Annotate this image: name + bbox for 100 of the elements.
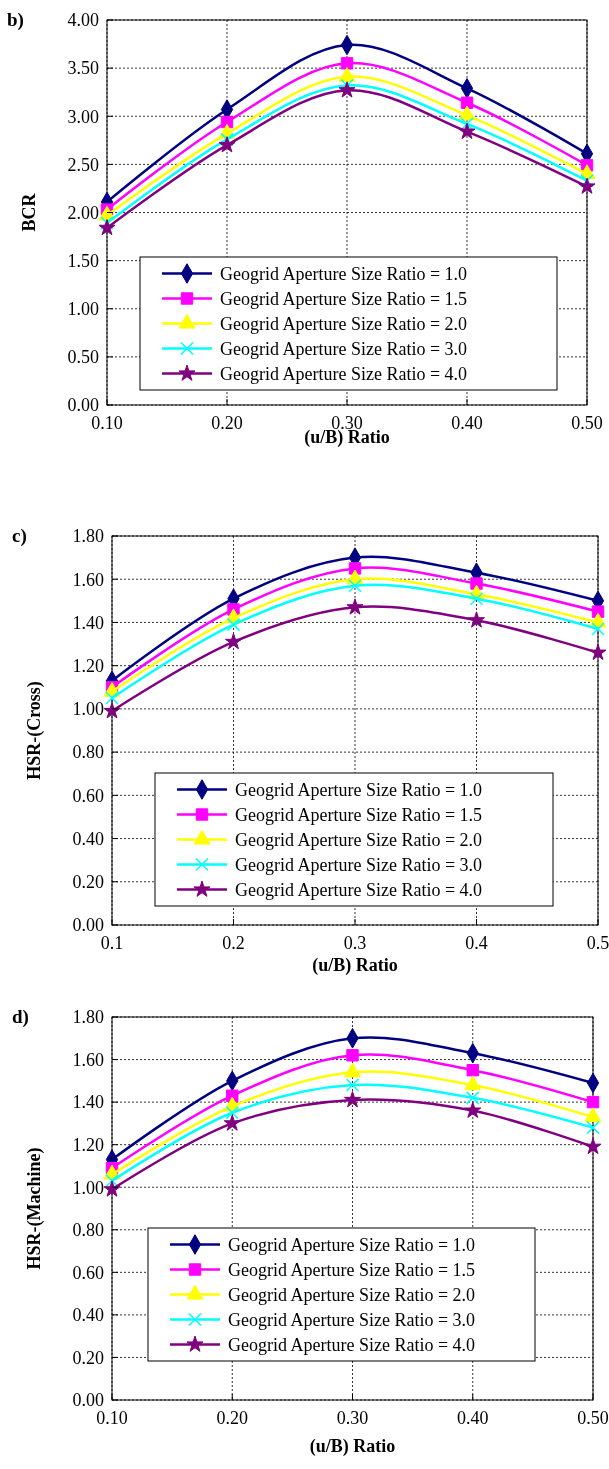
legend-label: Geogrid Aperture Size Ratio = 1.0 [235,779,483,800]
y-tick-label: 1.20 [72,655,104,676]
point [345,1078,360,1092]
legend-label: Geogrid Aperture Size Ratio = 4.0 [220,363,468,384]
point [464,1101,482,1118]
point [218,136,236,153]
legend-label: Geogrid Aperture Size Ratio = 1.5 [228,1259,476,1280]
point [344,1062,361,1078]
y-tick-label: 0.00 [72,915,104,936]
point [348,578,362,593]
legend-label: Geogrid Aperture Size Ratio = 1.0 [220,263,468,284]
y-tick-label: 2.50 [67,154,99,175]
x-axis-title: (u/B) Ratio [312,955,398,976]
chart-title: d) [12,1005,29,1028]
point [224,632,243,650]
y-tick-label: 3.00 [67,106,99,127]
x-tick-label: 0.4 [465,933,488,953]
point [226,617,241,632]
x-tick-label: 0.10 [96,1408,128,1428]
point [464,1075,482,1091]
y-tick-label: 0.20 [72,1347,104,1368]
point [346,1049,359,1062]
point [578,177,596,194]
y-tick-label: 1.00 [67,299,99,320]
y-tick-label: 1.60 [72,569,104,590]
point [103,702,121,719]
legend-label: Geogrid Aperture Size Ratio = 4.0 [235,879,483,900]
chart-title: c) [12,524,27,547]
point [225,1106,239,1120]
point [346,598,364,615]
y-tick-label: 1.80 [72,1007,104,1028]
x-tick-label: 0.50 [577,1408,609,1428]
y-tick-label: 0.80 [72,1220,104,1241]
x-tick-label: 0.1 [100,933,124,953]
point [338,81,356,98]
y-tick-label: 0.00 [72,1390,104,1411]
legend-label: Geogrid Aperture Size Ratio = 2.0 [220,313,468,334]
y-tick-label: 0.80 [72,742,104,763]
point [466,1063,479,1077]
x-tick-label: 0.50 [571,413,603,433]
y-tick-label: 0.40 [72,1305,104,1326]
y-tick-label: 0.60 [72,785,104,806]
point [589,643,607,661]
point [584,1137,602,1155]
x-tick-label: 0.30 [336,1408,369,1428]
point [460,96,474,109]
x-axis-title: (u/B) Ratio [309,1436,396,1457]
y-tick-label: 0.60 [72,1262,104,1283]
legend-label: Geogrid Aperture Size Ratio = 1.0 [228,1234,476,1255]
point [591,622,605,636]
legend-label: Geogrid Aperture Size Ratio = 3.0 [235,854,483,875]
y-tick-label: 3.50 [67,58,99,79]
point [469,591,484,606]
y-tick-label: 0.00 [67,395,99,416]
point [460,117,474,131]
y-tick-label: 1.50 [67,250,99,271]
legend-label: Geogrid Aperture Size Ratio = 4.0 [228,1334,476,1355]
point [105,691,119,705]
x-tick-label: 0.10 [91,413,123,433]
x-tick-label: 0.40 [457,1408,489,1428]
legend-label: Geogrid Aperture Size Ratio = 3.0 [228,1309,476,1330]
point [586,1095,600,1109]
y-tick-label: 0.40 [72,828,104,849]
y-tick-label: 4.00 [67,10,99,31]
y-tick-label: 2.00 [67,202,99,223]
x-tick-label: 0.3 [343,933,367,953]
y-tick-label: 1.00 [72,1177,104,1198]
y-tick-label: 1.80 [72,526,104,547]
y-tick-label: 0.20 [72,872,104,893]
point [466,1091,480,1105]
legend-label: Geogrid Aperture Size Ratio = 1.5 [235,804,483,825]
y-tick-label: 1.40 [72,1092,104,1113]
y-tick-label: 1.00 [72,699,104,720]
legend-label: Geogrid Aperture Size Ratio = 3.0 [220,338,468,359]
x-tick-label: 0.40 [451,413,483,433]
point [340,57,354,70]
y-axis-title: HSR-(Machine) [24,1147,45,1270]
point [586,1120,600,1135]
chart-title: b) [7,8,24,31]
legend-label: Geogrid Aperture Size Ratio = 2.0 [228,1284,476,1305]
x-tick-label: 0.5 [586,933,609,953]
point [467,611,486,628]
y-axis-title: HSR-(Cross) [24,681,45,780]
y-tick-label: 0.50 [67,347,99,368]
y-tick-label: 1.20 [72,1134,104,1155]
y-axis-title: BCR [19,192,39,232]
point [105,1174,119,1188]
y-tick-label: 1.40 [72,612,104,633]
legend-label: Geogrid Aperture Size Ratio = 1.5 [220,288,468,309]
point [103,1180,121,1197]
x-tick-label: 0.20 [216,1408,248,1428]
legend-label: Geogrid Aperture Size Ratio = 2.0 [235,829,483,850]
point [98,218,116,236]
x-tick-label: 0.2 [222,933,245,953]
x-tick-label: 0.20 [211,413,243,433]
point [584,1107,602,1123]
point [223,1114,241,1131]
point [458,122,476,139]
y-tick-label: 1.60 [72,1049,104,1070]
point [343,1091,362,1108]
